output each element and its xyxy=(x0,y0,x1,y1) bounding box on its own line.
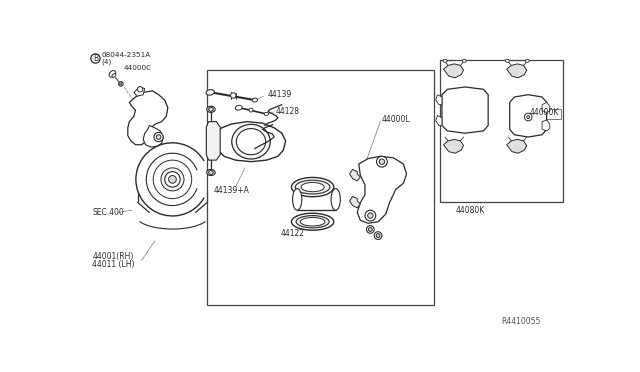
Circle shape xyxy=(154,132,163,142)
Circle shape xyxy=(380,159,385,164)
Polygon shape xyxy=(206,122,220,160)
Ellipse shape xyxy=(112,74,116,77)
Circle shape xyxy=(376,234,380,238)
Bar xyxy=(527,109,561,119)
Text: 44139: 44139 xyxy=(268,90,292,99)
Polygon shape xyxy=(442,87,488,133)
Ellipse shape xyxy=(209,170,213,174)
Polygon shape xyxy=(134,87,145,96)
Polygon shape xyxy=(542,120,550,131)
Ellipse shape xyxy=(331,189,340,210)
Ellipse shape xyxy=(264,112,269,116)
Bar xyxy=(440,60,563,202)
Ellipse shape xyxy=(236,105,242,110)
Ellipse shape xyxy=(292,189,302,210)
Text: B: B xyxy=(93,54,98,63)
Circle shape xyxy=(524,113,532,121)
Circle shape xyxy=(376,156,387,167)
Bar xyxy=(445,91,485,128)
Ellipse shape xyxy=(207,106,215,112)
Ellipse shape xyxy=(291,177,334,197)
Circle shape xyxy=(138,87,143,92)
Polygon shape xyxy=(357,156,406,223)
Bar xyxy=(513,102,543,132)
Ellipse shape xyxy=(153,160,192,199)
Ellipse shape xyxy=(207,169,215,176)
Text: 44080K: 44080K xyxy=(456,206,485,215)
Polygon shape xyxy=(143,125,163,147)
Text: 44000L: 44000L xyxy=(382,115,410,124)
Circle shape xyxy=(369,228,372,231)
Circle shape xyxy=(120,83,122,85)
Text: 44122: 44122 xyxy=(280,229,304,238)
Bar xyxy=(297,189,336,210)
Circle shape xyxy=(118,81,123,86)
Polygon shape xyxy=(507,140,527,153)
Text: 44128: 44128 xyxy=(276,107,300,116)
Circle shape xyxy=(168,176,176,183)
Polygon shape xyxy=(349,169,360,181)
Circle shape xyxy=(367,225,374,233)
Circle shape xyxy=(91,54,100,63)
Circle shape xyxy=(374,232,382,240)
Polygon shape xyxy=(349,196,360,208)
Ellipse shape xyxy=(236,129,266,155)
Ellipse shape xyxy=(462,59,466,62)
Circle shape xyxy=(164,172,180,187)
Ellipse shape xyxy=(252,98,257,102)
Circle shape xyxy=(249,108,253,112)
Circle shape xyxy=(527,115,530,119)
Circle shape xyxy=(156,135,161,140)
Circle shape xyxy=(365,210,376,221)
Bar xyxy=(207,70,435,305)
Ellipse shape xyxy=(209,108,213,111)
Circle shape xyxy=(230,93,236,98)
Text: (4): (4) xyxy=(102,58,112,65)
Polygon shape xyxy=(542,102,550,112)
Text: 44001(RH): 44001(RH) xyxy=(92,252,134,261)
Polygon shape xyxy=(436,95,442,105)
Ellipse shape xyxy=(443,59,447,62)
Ellipse shape xyxy=(232,124,270,159)
Polygon shape xyxy=(216,122,285,162)
Polygon shape xyxy=(507,64,527,78)
Circle shape xyxy=(367,213,373,218)
Ellipse shape xyxy=(300,218,325,226)
Polygon shape xyxy=(509,95,547,137)
Ellipse shape xyxy=(291,213,334,230)
Text: 44000C: 44000C xyxy=(123,65,151,71)
Ellipse shape xyxy=(525,59,529,62)
Polygon shape xyxy=(444,64,463,78)
Ellipse shape xyxy=(206,90,214,95)
Ellipse shape xyxy=(506,59,509,62)
Text: 08044-2351A: 08044-2351A xyxy=(102,52,151,58)
Polygon shape xyxy=(128,91,168,145)
Text: 44139+A: 44139+A xyxy=(214,186,250,195)
Polygon shape xyxy=(444,140,463,153)
Ellipse shape xyxy=(296,216,329,228)
Ellipse shape xyxy=(301,183,324,192)
Text: R4410055: R4410055 xyxy=(501,317,541,326)
Text: SEC.400: SEC.400 xyxy=(92,208,124,217)
Text: 44000K: 44000K xyxy=(530,108,559,117)
Ellipse shape xyxy=(295,180,330,194)
Ellipse shape xyxy=(109,71,116,77)
Ellipse shape xyxy=(161,168,184,191)
Polygon shape xyxy=(436,115,442,125)
Text: 44011 (LH): 44011 (LH) xyxy=(92,260,135,269)
